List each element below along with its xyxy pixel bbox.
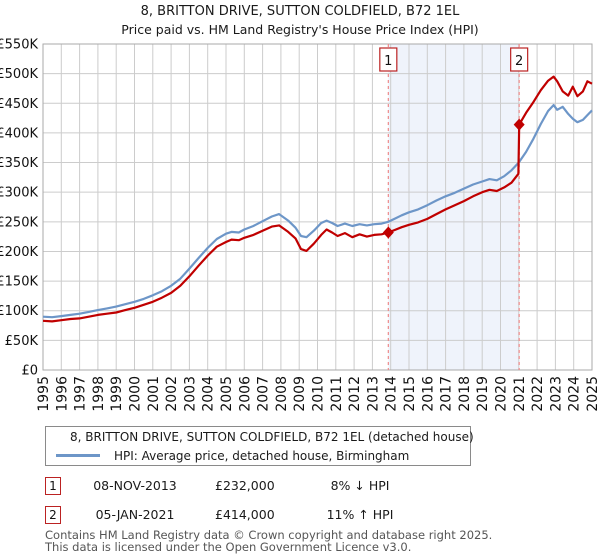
x-axis-tick-label: 2007 bbox=[256, 376, 272, 412]
x-axis-tick-label: 1999 bbox=[109, 376, 125, 412]
x-axis-tick-label: 2021 bbox=[512, 376, 528, 412]
sale-1-price: £232,000 bbox=[215, 478, 275, 493]
x-axis-tick-label: 1998 bbox=[91, 376, 107, 412]
y-axis-tick-label: £450K bbox=[0, 97, 38, 112]
x-axis-tick-label: 2010 bbox=[311, 376, 327, 412]
license-footer: Contains HM Land Registry data © Crown c… bbox=[45, 529, 585, 553]
sale-2-hpi-delta: 11% ↑ HPI bbox=[326, 507, 394, 522]
footer-line-1: Contains HM Land Registry data © Crown c… bbox=[45, 528, 493, 542]
sale-2-price: £414,000 bbox=[215, 507, 275, 522]
plot-border bbox=[42, 43, 593, 371]
y-axis-tick-label: £250K bbox=[0, 215, 38, 230]
property-series-line bbox=[42, 75, 593, 323]
x-axis-tick-label: 2014 bbox=[384, 376, 400, 412]
x-axis-tick-label: 2025 bbox=[585, 376, 600, 412]
price-history-chart: 1 2 £0 £50K £100K £150K £200K £250K £300K £350K £4… bbox=[0, 38, 600, 412]
sale-1-marker-badge: 1 bbox=[45, 477, 61, 495]
y-axis-tick-label: £0 bbox=[21, 364, 38, 379]
hpi-series-line bbox=[42, 103, 593, 319]
chart-legend: 8, BRITTON DRIVE, SUTTON COLDFIELD, B72 … bbox=[45, 426, 474, 466]
x-axis-tick-label: 2023 bbox=[548, 376, 564, 412]
x-axis-tick-label: 2000 bbox=[128, 376, 144, 412]
sale-marker-box bbox=[510, 47, 529, 72]
x-axis-tick-label: 2011 bbox=[329, 376, 345, 412]
x-axis-tick-label: 2022 bbox=[530, 376, 546, 412]
x-axis-tick-label: 2015 bbox=[402, 376, 418, 412]
y-axis-tick-label: £100K bbox=[0, 304, 38, 319]
x-axis-tick-label: 2013 bbox=[365, 376, 381, 412]
x-axis-tick-label: 2001 bbox=[146, 376, 162, 412]
between-sales-band bbox=[388, 44, 520, 370]
sale-annotation-2: 2 05-JAN-2021 £414,000 11% ↑ HPI bbox=[0, 506, 600, 524]
chart-titles: 8, BRITTON DRIVE, SUTTON COLDFIELD, B72 … bbox=[0, 0, 600, 37]
x-axis-tick-label: 2009 bbox=[292, 376, 308, 412]
y-axis-tick-label: £400K bbox=[0, 126, 38, 141]
page-title: 8, BRITTON DRIVE, SUTTON COLDFIELD, B72 … bbox=[140, 4, 460, 19]
x-axis-tick-label: 1995 bbox=[36, 376, 52, 412]
x-axis-tick-label: 2003 bbox=[182, 376, 198, 412]
footer-line-2: This data is licensed under the Open Gov… bbox=[45, 540, 412, 554]
x-axis-tick-label: 2006 bbox=[237, 376, 253, 412]
sale-diamond-marker bbox=[382, 226, 394, 239]
legend-label-property: 8, BRITTON DRIVE, SUTTON COLDFIELD, B72 … bbox=[70, 429, 474, 444]
x-axis-tick-label: 2017 bbox=[439, 376, 455, 412]
hpi-line-sample-icon bbox=[56, 454, 100, 457]
sale-diamond-marker bbox=[513, 118, 525, 131]
y-axis-tick-label: £350K bbox=[0, 156, 38, 171]
sale-marker-number: 1 bbox=[384, 54, 392, 69]
y-axis-tick-label: £200K bbox=[0, 245, 38, 260]
x-axis-tick-label: 1996 bbox=[54, 376, 70, 412]
y-axis-tick-label: £500K bbox=[0, 67, 38, 82]
sale-1-date: 08-NOV-2013 bbox=[93, 478, 177, 493]
x-axis-tick-label: 2020 bbox=[494, 376, 510, 412]
sale-2-marker-badge: 2 bbox=[45, 506, 61, 524]
x-axis-tick-label: 2018 bbox=[457, 376, 473, 412]
page-subtitle: Price paid vs. HM Land Registry's House … bbox=[121, 22, 479, 37]
x-axis-tick-label: 2002 bbox=[164, 376, 180, 412]
x-axis-tick-label: 2005 bbox=[219, 376, 235, 412]
legend-item-hpi: HPI: Average price, detached house, Birm… bbox=[46, 449, 470, 463]
x-axis-tick-label: 2008 bbox=[274, 376, 290, 412]
y-axis-tick-label: £150K bbox=[0, 275, 38, 290]
y-axis-tick-label: £50K bbox=[5, 334, 39, 349]
sale-2-date: 05-JAN-2021 bbox=[95, 507, 175, 522]
sale-marker-box bbox=[379, 47, 398, 72]
x-axis-tick-label: 2004 bbox=[201, 376, 217, 412]
y-axis-tick-label: £550K bbox=[0, 38, 38, 53]
sale-marker-number: 2 bbox=[515, 54, 523, 69]
sale-1-hpi-delta: 8% ↓ HPI bbox=[330, 478, 390, 493]
y-axis-tick-label: £300K bbox=[0, 186, 38, 201]
legend-item-property: 8, BRITTON DRIVE, SUTTON COLDFIELD, B72 … bbox=[46, 430, 474, 444]
x-axis-tick-label: 2016 bbox=[420, 376, 436, 412]
x-axis-tick-label: 1997 bbox=[73, 376, 89, 412]
x-axis-tick-label: 2012 bbox=[347, 376, 363, 412]
x-axis-tick-label: 2019 bbox=[475, 376, 491, 412]
sale-annotation-1: 1 08-NOV-2013 £232,000 8% ↓ HPI bbox=[0, 477, 600, 495]
legend-label-hpi: HPI: Average price, detached house, Birm… bbox=[114, 448, 410, 463]
x-axis-tick-label: 2024 bbox=[567, 376, 583, 412]
